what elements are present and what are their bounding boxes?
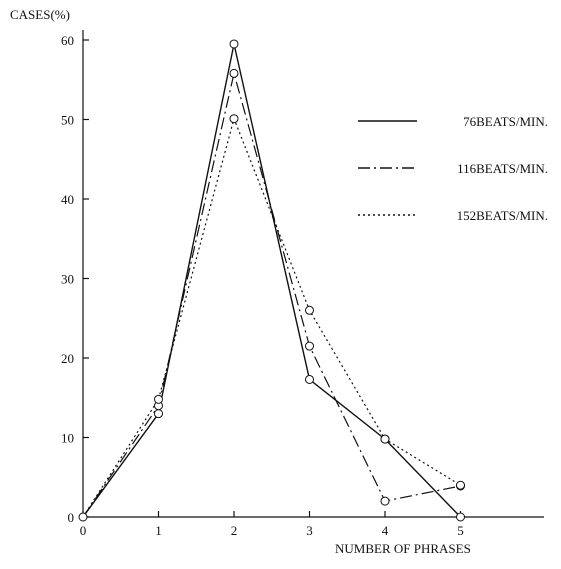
data-point <box>456 480 465 490</box>
data-point <box>380 496 390 506</box>
x-tick-label: 0 <box>80 523 87 538</box>
data-point <box>305 374 314 384</box>
series-line-2 <box>82 73 461 518</box>
y-tick-label: 60 <box>61 33 74 48</box>
data-point <box>305 341 314 351</box>
x-axis-label: NUMBER OF PHRASES <box>335 541 471 556</box>
x-tick-label: 4 <box>382 523 389 538</box>
series-lines <box>82 43 462 518</box>
legend: 76BEATS/MIN. 116BEATS/MIN. 152BEATS/MIN. <box>358 114 548 223</box>
x-tick-label: 2 <box>231 523 238 538</box>
data-point <box>380 434 390 444</box>
y-tick-label: 40 <box>61 192 74 207</box>
x-tick-label: 3 <box>306 523 313 538</box>
data-point <box>229 68 239 78</box>
data-point <box>305 305 314 315</box>
legend-label-2: 116BEATS/MIN. <box>457 161 548 176</box>
y-tick-label: 10 <box>61 431 74 446</box>
y-tick-label: 0 <box>68 510 75 525</box>
y-tick-label: 50 <box>61 113 74 128</box>
data-point <box>229 114 239 124</box>
data-point <box>154 409 163 419</box>
data-point-origin <box>78 512 88 522</box>
x-tick-label: 1 <box>155 523 162 538</box>
legend-label-3: 152BEATS/MIN. <box>457 208 548 223</box>
y-tick-label: 30 <box>61 272 74 287</box>
data-point <box>229 39 239 49</box>
y-axis-label: CASES(%) <box>10 7 70 22</box>
data-point <box>154 394 163 404</box>
y-tick-label: 20 <box>61 351 74 366</box>
legend-label-1: 76BEATS/MIN. <box>463 114 548 129</box>
x-tick-label: 5 <box>457 523 464 538</box>
series-line-3 <box>82 116 461 518</box>
data-markers <box>78 39 465 522</box>
data-point <box>456 512 465 522</box>
series-line-1 <box>82 43 462 518</box>
